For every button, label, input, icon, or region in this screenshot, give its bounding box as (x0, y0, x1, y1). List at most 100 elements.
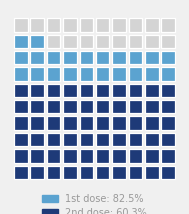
FancyBboxPatch shape (145, 35, 159, 48)
FancyBboxPatch shape (47, 133, 60, 146)
FancyBboxPatch shape (14, 133, 28, 146)
FancyBboxPatch shape (161, 18, 175, 32)
FancyBboxPatch shape (129, 116, 142, 130)
FancyBboxPatch shape (129, 35, 142, 48)
FancyBboxPatch shape (47, 116, 60, 130)
FancyBboxPatch shape (161, 100, 175, 113)
FancyBboxPatch shape (145, 51, 159, 64)
FancyBboxPatch shape (129, 100, 142, 113)
FancyBboxPatch shape (47, 100, 60, 113)
FancyBboxPatch shape (145, 18, 159, 32)
FancyBboxPatch shape (80, 18, 93, 32)
FancyBboxPatch shape (80, 35, 93, 48)
FancyBboxPatch shape (112, 116, 126, 130)
FancyBboxPatch shape (96, 51, 109, 64)
FancyBboxPatch shape (161, 133, 175, 146)
FancyBboxPatch shape (96, 100, 109, 113)
FancyBboxPatch shape (129, 51, 142, 64)
FancyBboxPatch shape (112, 51, 126, 64)
FancyBboxPatch shape (14, 84, 28, 97)
FancyBboxPatch shape (14, 18, 28, 32)
FancyBboxPatch shape (145, 100, 159, 113)
FancyBboxPatch shape (129, 149, 142, 163)
FancyBboxPatch shape (30, 18, 44, 32)
FancyBboxPatch shape (129, 67, 142, 81)
FancyBboxPatch shape (63, 100, 77, 113)
FancyBboxPatch shape (112, 133, 126, 146)
FancyBboxPatch shape (161, 35, 175, 48)
FancyBboxPatch shape (14, 149, 28, 163)
FancyBboxPatch shape (80, 100, 93, 113)
FancyBboxPatch shape (63, 133, 77, 146)
FancyBboxPatch shape (161, 67, 175, 81)
FancyBboxPatch shape (145, 149, 159, 163)
FancyBboxPatch shape (96, 18, 109, 32)
FancyBboxPatch shape (112, 84, 126, 97)
FancyBboxPatch shape (30, 166, 44, 179)
FancyBboxPatch shape (80, 51, 93, 64)
FancyBboxPatch shape (63, 18, 77, 32)
Legend: 1st dose: 82.5%, 2nd dose: 60.3%: 1st dose: 82.5%, 2nd dose: 60.3% (42, 194, 147, 214)
FancyBboxPatch shape (14, 116, 28, 130)
FancyBboxPatch shape (47, 51, 60, 64)
FancyBboxPatch shape (145, 84, 159, 97)
FancyBboxPatch shape (145, 166, 159, 179)
FancyBboxPatch shape (63, 51, 77, 64)
FancyBboxPatch shape (30, 100, 44, 113)
FancyBboxPatch shape (112, 149, 126, 163)
FancyBboxPatch shape (30, 35, 44, 48)
FancyBboxPatch shape (63, 67, 77, 81)
FancyBboxPatch shape (30, 133, 44, 146)
FancyBboxPatch shape (96, 35, 109, 48)
FancyBboxPatch shape (96, 166, 109, 179)
FancyBboxPatch shape (145, 116, 159, 130)
FancyBboxPatch shape (30, 116, 44, 130)
FancyBboxPatch shape (80, 84, 93, 97)
FancyBboxPatch shape (96, 133, 109, 146)
FancyBboxPatch shape (96, 149, 109, 163)
FancyBboxPatch shape (47, 18, 60, 32)
FancyBboxPatch shape (129, 18, 142, 32)
FancyBboxPatch shape (161, 84, 175, 97)
FancyBboxPatch shape (47, 35, 60, 48)
FancyBboxPatch shape (161, 149, 175, 163)
FancyBboxPatch shape (161, 166, 175, 179)
FancyBboxPatch shape (96, 67, 109, 81)
FancyBboxPatch shape (14, 35, 28, 48)
FancyBboxPatch shape (145, 67, 159, 81)
FancyBboxPatch shape (112, 35, 126, 48)
FancyBboxPatch shape (30, 149, 44, 163)
FancyBboxPatch shape (112, 166, 126, 179)
FancyBboxPatch shape (63, 116, 77, 130)
FancyBboxPatch shape (47, 84, 60, 97)
FancyBboxPatch shape (112, 100, 126, 113)
FancyBboxPatch shape (129, 133, 142, 146)
FancyBboxPatch shape (14, 51, 28, 64)
FancyBboxPatch shape (30, 84, 44, 97)
FancyBboxPatch shape (30, 67, 44, 81)
FancyBboxPatch shape (129, 84, 142, 97)
FancyBboxPatch shape (96, 84, 109, 97)
FancyBboxPatch shape (63, 149, 77, 163)
FancyBboxPatch shape (80, 166, 93, 179)
FancyBboxPatch shape (14, 166, 28, 179)
FancyBboxPatch shape (63, 35, 77, 48)
FancyBboxPatch shape (63, 84, 77, 97)
FancyBboxPatch shape (129, 166, 142, 179)
FancyBboxPatch shape (96, 116, 109, 130)
FancyBboxPatch shape (80, 116, 93, 130)
FancyBboxPatch shape (47, 67, 60, 81)
FancyBboxPatch shape (14, 67, 28, 81)
FancyBboxPatch shape (14, 100, 28, 113)
FancyBboxPatch shape (112, 18, 126, 32)
FancyBboxPatch shape (80, 67, 93, 81)
FancyBboxPatch shape (112, 67, 126, 81)
FancyBboxPatch shape (80, 133, 93, 146)
FancyBboxPatch shape (161, 51, 175, 64)
FancyBboxPatch shape (63, 166, 77, 179)
FancyBboxPatch shape (161, 116, 175, 130)
FancyBboxPatch shape (47, 149, 60, 163)
FancyBboxPatch shape (80, 149, 93, 163)
FancyBboxPatch shape (47, 166, 60, 179)
FancyBboxPatch shape (145, 133, 159, 146)
